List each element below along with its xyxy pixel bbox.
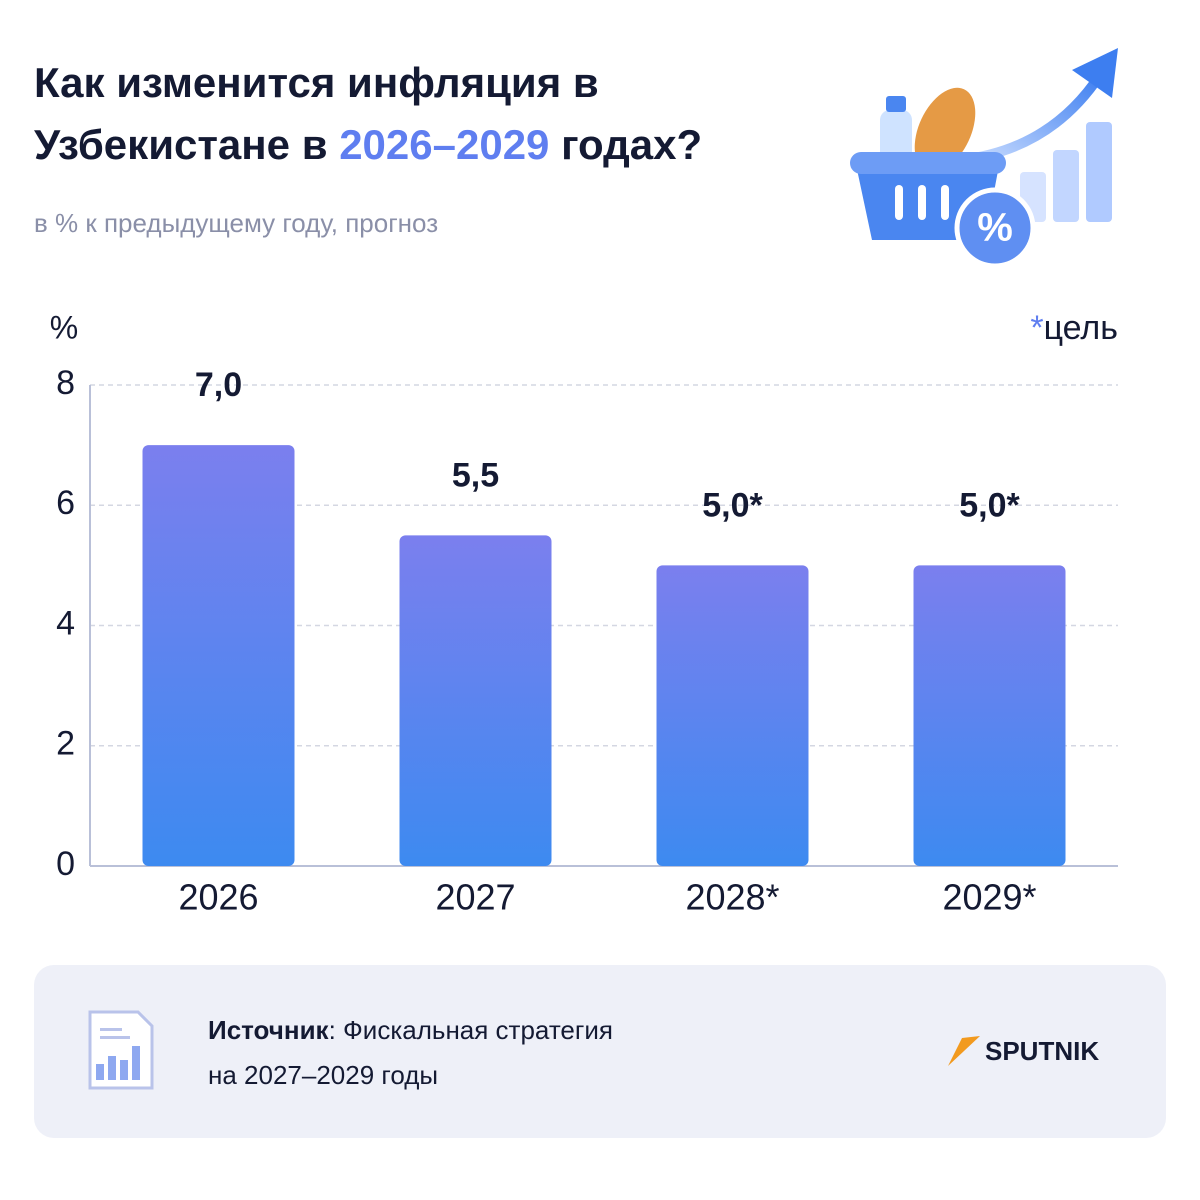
bar — [142, 445, 295, 866]
note-marker: * — [1030, 309, 1043, 347]
illustration: % — [850, 48, 1118, 269]
source: Источник: Фискальная стратегия — [208, 1015, 613, 1045]
bar — [399, 535, 552, 866]
title-part: годах? — [549, 121, 703, 168]
value-label: 7,0 — [195, 366, 242, 404]
note: *цель — [1030, 309, 1118, 347]
x-tick-label: 2026 — [178, 877, 258, 918]
svg-text:%: % — [977, 206, 1013, 250]
x-tick-label: 2029* — [942, 877, 1036, 918]
value-label: 5,0* — [959, 486, 1020, 524]
y-tick-label: 4 — [56, 604, 75, 642]
source-text: : Фискальная стратегия — [329, 1015, 613, 1045]
source-label: Источник — [208, 1015, 330, 1045]
y-tick-label: 2 — [56, 725, 75, 763]
y-unit: % — [50, 309, 78, 345]
y-tick-label: 0 — [56, 845, 75, 883]
logo-mark — [948, 1036, 980, 1066]
subtitle: в % к предыдущему году, прогноз — [34, 208, 439, 238]
source-box — [34, 965, 1166, 1138]
y-tick-label: 6 — [56, 484, 75, 522]
x-tick-label: 2027 — [435, 877, 515, 918]
bar — [913, 565, 1066, 866]
value-label: 5,5 — [452, 456, 499, 494]
note-text: цель — [1044, 309, 1118, 347]
title-part: Как изменится инфляция в Узбекистане в — [34, 59, 599, 168]
title-part: 2026–2029 — [339, 121, 550, 168]
value-label: 5,0* — [702, 486, 763, 524]
x-tick-label: 2028* — [685, 877, 779, 918]
source-text: на 2027–2029 годы — [208, 1060, 438, 1090]
chart-title: Как изменится инфляция в Узбекистане в 2… — [34, 52, 864, 176]
document-icon — [88, 1010, 154, 1090]
y-tick-label: 8 — [56, 364, 75, 402]
brand: SPUTNIK — [985, 1036, 1099, 1066]
bar — [656, 565, 809, 866]
